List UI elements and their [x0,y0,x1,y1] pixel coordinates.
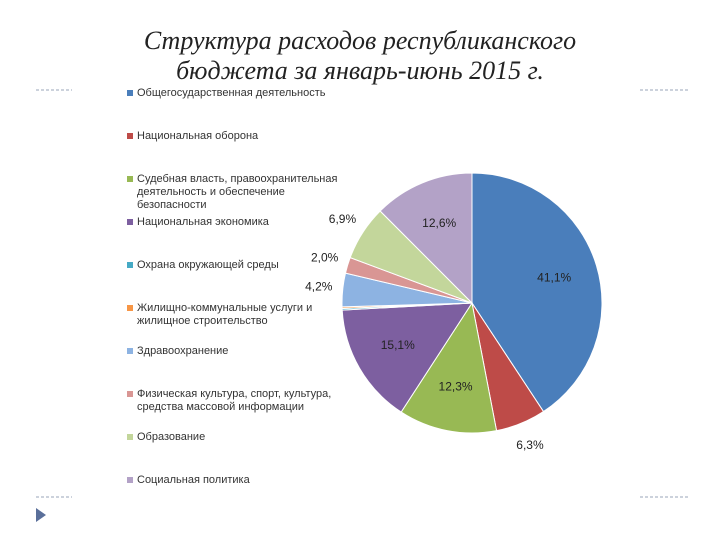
legend-item: Жилищно-коммунальные услуги и жилищное с… [127,302,347,328]
legend-label: Национальная оборона [137,130,259,142]
legend-label: Физическая культура, спорт, культура, ср… [137,388,332,413]
slide-title: Структура расходов республиканского бюдж… [143,26,577,85]
data-label: 41,1% [537,271,571,285]
data-label: 12,3% [439,379,473,393]
legend-swatch [127,133,133,139]
legend-item: Охрана окружающей среды [127,259,347,272]
bullet [36,508,46,522]
legend-label: Охрана окружающей среды [137,259,279,271]
legend-swatch [127,176,133,182]
legend-label: Общегосударственная деятельность [137,87,326,99]
pie-slice [400,301,498,434]
legend-swatch [127,348,133,354]
legend-swatch [127,219,133,225]
data-label: 4,2% [305,280,333,294]
legend-item: Национальная оборона [127,130,347,143]
legend-label: Здравоохранение [137,345,229,357]
legend-label: Национальная экономика [137,216,269,228]
legend-item: Национальная экономика [127,216,347,229]
pie-slice [379,172,473,305]
legend-item: Здравоохранение [127,345,347,358]
data-label: 15,1% [381,338,415,352]
legend-swatch [127,477,133,483]
legend-label: Образование [137,431,206,443]
legend-item: Судебная власть, правоохранительная деят… [127,173,347,212]
legend-label: Жилищно-коммунальные услуги и жилищное с… [137,302,313,327]
data-label: 2,0% [311,251,339,265]
legend-label: Социальная политика [137,474,250,486]
legend-item: Общегосударственная деятельность [127,87,347,100]
data-label: 12,6% [422,216,456,230]
pie-slice [341,302,473,413]
legend-swatch [127,305,133,311]
legend-item: Образование [127,431,347,444]
data-label: 6,9% [329,212,357,226]
legend-label: Судебная власть, правоохранительная деят… [137,173,338,211]
legend-swatch [127,90,133,96]
legend-swatch [127,391,133,397]
data-label: 6,3% [516,438,544,452]
legend-item: Социальная политика [127,474,347,487]
legend-swatch [127,434,133,440]
legend-swatch [127,262,133,268]
legend-item: Физическая культура, спорт, культура, ср… [127,388,347,414]
